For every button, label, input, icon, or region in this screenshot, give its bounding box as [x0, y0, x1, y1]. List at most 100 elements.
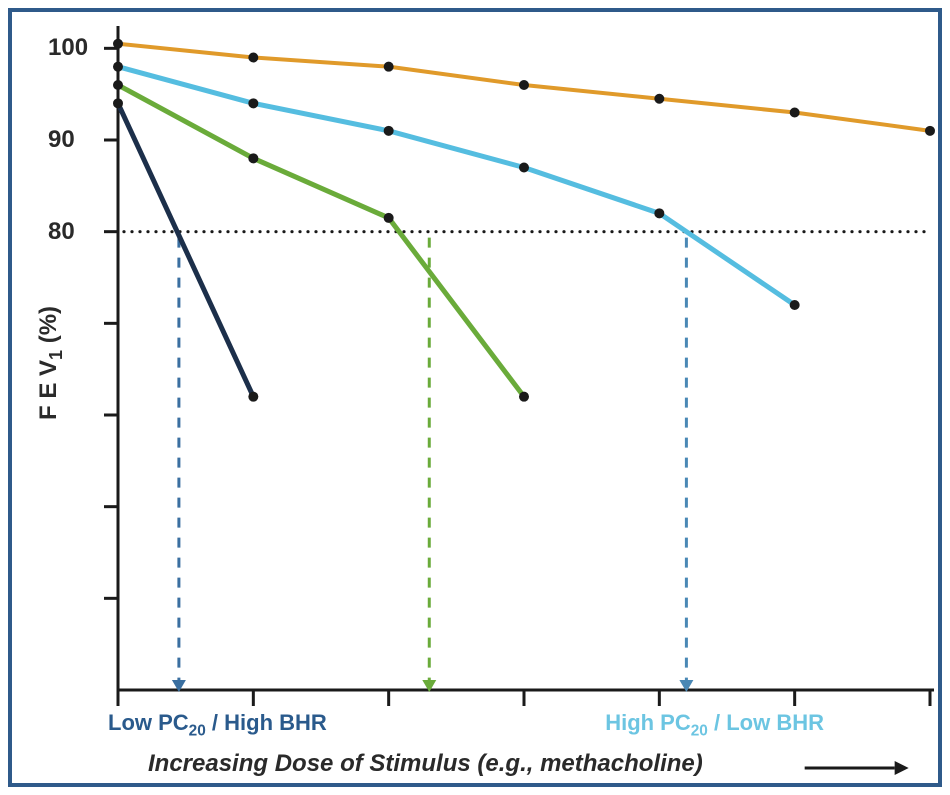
- reference-dot: [674, 230, 677, 233]
- reference-dot: [338, 230, 341, 233]
- reference-dot: [890, 230, 893, 233]
- reference-dot: [874, 230, 877, 233]
- reference-dot: [506, 230, 509, 233]
- reference-dot: [146, 230, 149, 233]
- reference-dot: [154, 230, 157, 233]
- reference-dot: [898, 230, 901, 233]
- reference-dot: [866, 230, 869, 233]
- reference-dot: [354, 230, 357, 233]
- reference-dot: [922, 230, 925, 233]
- reference-dot: [714, 230, 717, 233]
- reference-dot: [498, 230, 501, 233]
- reference-dot: [754, 230, 757, 233]
- reference-dot: [138, 230, 141, 233]
- x-label-low-pc20: Low PC20 / High BHR: [108, 710, 327, 736]
- series-marker: [113, 62, 123, 72]
- reference-dot: [802, 230, 805, 233]
- series-marker: [248, 53, 258, 63]
- series-marker: [384, 213, 394, 223]
- series-marker: [790, 108, 800, 118]
- series-marker: [925, 126, 935, 136]
- y-tick-label: 100: [48, 34, 88, 62]
- reference-dot: [730, 230, 733, 233]
- x-title-arrowhead: [895, 761, 909, 775]
- reference-dot: [442, 230, 445, 233]
- reference-dot: [130, 230, 133, 233]
- reference-dot: [194, 230, 197, 233]
- reference-dot: [162, 230, 165, 233]
- reference-dot: [378, 230, 381, 233]
- series-marker: [519, 80, 529, 90]
- chart-container: F E V1 (%) 80 90 100 Low PC20 / High BHR H…: [0, 0, 950, 795]
- reference-dot: [562, 230, 565, 233]
- chart-svg: [0, 0, 950, 795]
- reference-dot: [458, 230, 461, 233]
- reference-dot: [522, 230, 525, 233]
- reference-dot: [722, 230, 725, 233]
- reference-dot: [474, 230, 477, 233]
- reference-dot: [266, 230, 269, 233]
- reference-dot: [554, 230, 557, 233]
- x-axis-title-text: Increasing Dose of Stimulus (e.g., metha…: [148, 750, 703, 777]
- reference-dot: [810, 230, 813, 233]
- series-marker: [384, 62, 394, 72]
- y-axis-label: F E V1 (%): [35, 306, 63, 420]
- reference-dot: [234, 230, 237, 233]
- reference-dot: [218, 230, 221, 233]
- reference-dot: [762, 230, 765, 233]
- series-marker: [248, 153, 258, 163]
- reference-dot: [842, 230, 845, 233]
- reference-dot: [650, 230, 653, 233]
- reference-dot: [434, 230, 437, 233]
- reference-dot: [826, 230, 829, 233]
- reference-dot: [658, 230, 661, 233]
- reference-dot: [314, 230, 317, 233]
- reference-dot: [906, 230, 909, 233]
- reference-dot: [602, 230, 605, 233]
- series-marker: [113, 98, 123, 108]
- reference-dot: [882, 230, 885, 233]
- reference-dot: [530, 230, 533, 233]
- reference-dot: [786, 230, 789, 233]
- reference-dot: [242, 230, 245, 233]
- reference-dot: [834, 230, 837, 233]
- y-tick-label: 80: [48, 218, 75, 246]
- x-label-high-pc20: High PC20 / Low BHR: [605, 710, 824, 736]
- reference-dot: [706, 230, 709, 233]
- reference-dot: [122, 230, 125, 233]
- reference-dot: [626, 230, 629, 233]
- reference-dot: [634, 230, 637, 233]
- reference-dot: [570, 230, 573, 233]
- reference-dot: [210, 230, 213, 233]
- reference-dot: [594, 230, 597, 233]
- reference-dot: [514, 230, 517, 233]
- series-marker: [654, 94, 664, 104]
- reference-dot: [306, 230, 309, 233]
- reference-dot: [410, 230, 413, 233]
- reference-dot: [482, 230, 485, 233]
- reference-dot: [426, 230, 429, 233]
- reference-dot: [666, 230, 669, 233]
- x-axis-title: Increasing Dose of Stimulus (e.g., metha…: [148, 750, 703, 778]
- reference-dot: [186, 230, 189, 233]
- reference-dot: [490, 230, 493, 233]
- reference-dot: [290, 230, 293, 233]
- reference-dot: [858, 230, 861, 233]
- reference-dot: [370, 230, 373, 233]
- reference-dot: [746, 230, 749, 233]
- reference-dot: [386, 230, 389, 233]
- reference-dot: [738, 230, 741, 233]
- reference-dot: [418, 230, 421, 233]
- series-marker: [248, 392, 258, 402]
- reference-dot: [274, 230, 277, 233]
- reference-dot: [330, 230, 333, 233]
- series-marker: [519, 392, 529, 402]
- reference-dot: [226, 230, 229, 233]
- series-marker: [790, 300, 800, 310]
- reference-dot: [642, 230, 645, 233]
- series-marker: [384, 126, 394, 136]
- reference-dot: [250, 230, 253, 233]
- reference-dot: [794, 230, 797, 233]
- reference-dot: [578, 230, 581, 233]
- y-tick-label: 90: [48, 126, 75, 154]
